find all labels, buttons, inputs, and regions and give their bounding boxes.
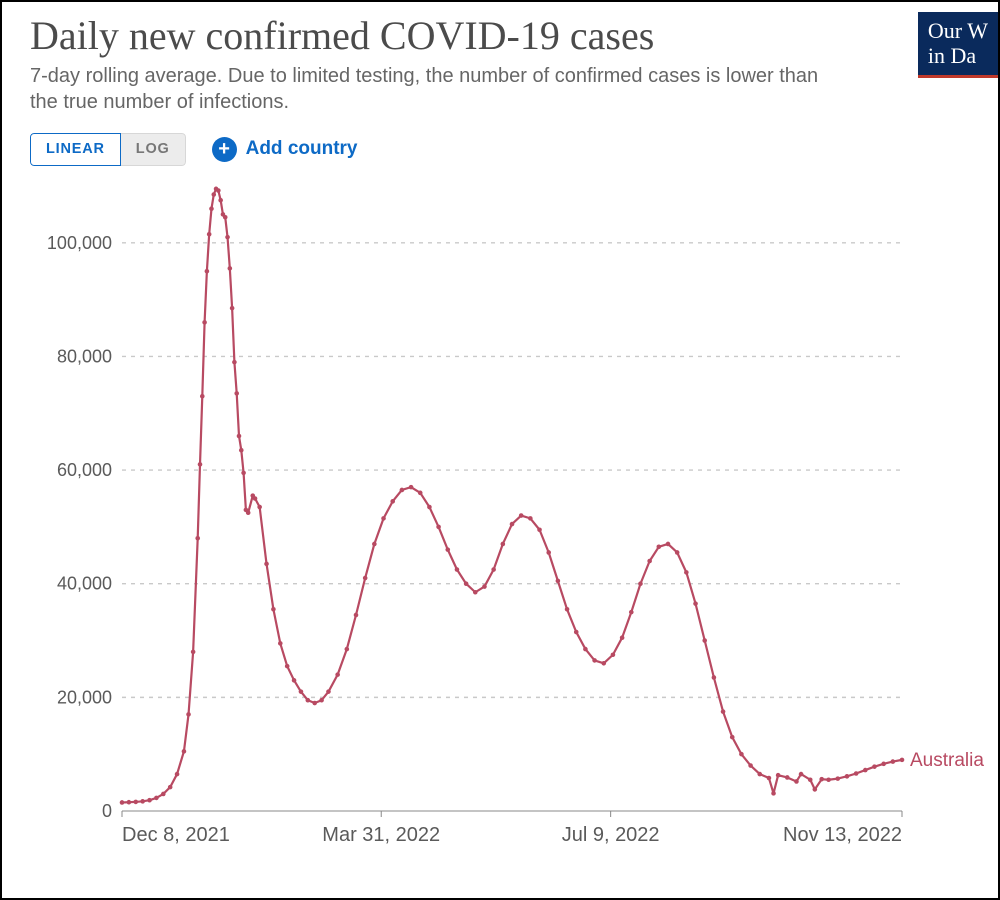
- svg-text:0: 0: [102, 801, 112, 821]
- svg-text:Dec 8, 2021: Dec 8, 2021: [122, 824, 230, 846]
- svg-text:Jul 9, 2022: Jul 9, 2022: [562, 824, 660, 846]
- chart-subtitle: 7-day rolling average. Due to limited te…: [30, 63, 850, 115]
- svg-text:Mar 31, 2022: Mar 31, 2022: [322, 824, 440, 846]
- chart-card: Our W in Da Daily new confirmed COVID-19…: [0, 0, 1000, 900]
- svg-text:40,000: 40,000: [57, 573, 112, 593]
- svg-text:80,000: 80,000: [57, 346, 112, 366]
- svg-text:60,000: 60,000: [57, 460, 112, 480]
- plus-icon: +: [212, 137, 237, 162]
- add-country-label: Add country: [246, 138, 358, 160]
- scale-toggle: LINEAR LOG: [30, 133, 186, 166]
- linear-button[interactable]: LINEAR: [30, 133, 121, 166]
- log-button[interactable]: LOG: [121, 133, 186, 166]
- chart-controls: LINEAR LOG + Add country: [30, 133, 980, 166]
- add-country-button[interactable]: + Add country: [212, 137, 358, 162]
- svg-text:Nov 13, 2022: Nov 13, 2022: [783, 824, 902, 846]
- svg-text:20,000: 20,000: [57, 687, 112, 707]
- line-chart: 0 20,000 40,000 60,000 80,000 100,000 Dec 8, 2…: [30, 166, 990, 866]
- logo-line1: Our W: [928, 18, 988, 43]
- svg-text:100,000: 100,000: [47, 232, 112, 252]
- svg-text:Australia: Australia: [910, 749, 984, 770]
- logo-line2: in Da: [928, 43, 976, 68]
- owid-logo: Our W in Da: [918, 12, 998, 78]
- chart-title: Daily new confirmed COVID-19 cases: [30, 12, 980, 59]
